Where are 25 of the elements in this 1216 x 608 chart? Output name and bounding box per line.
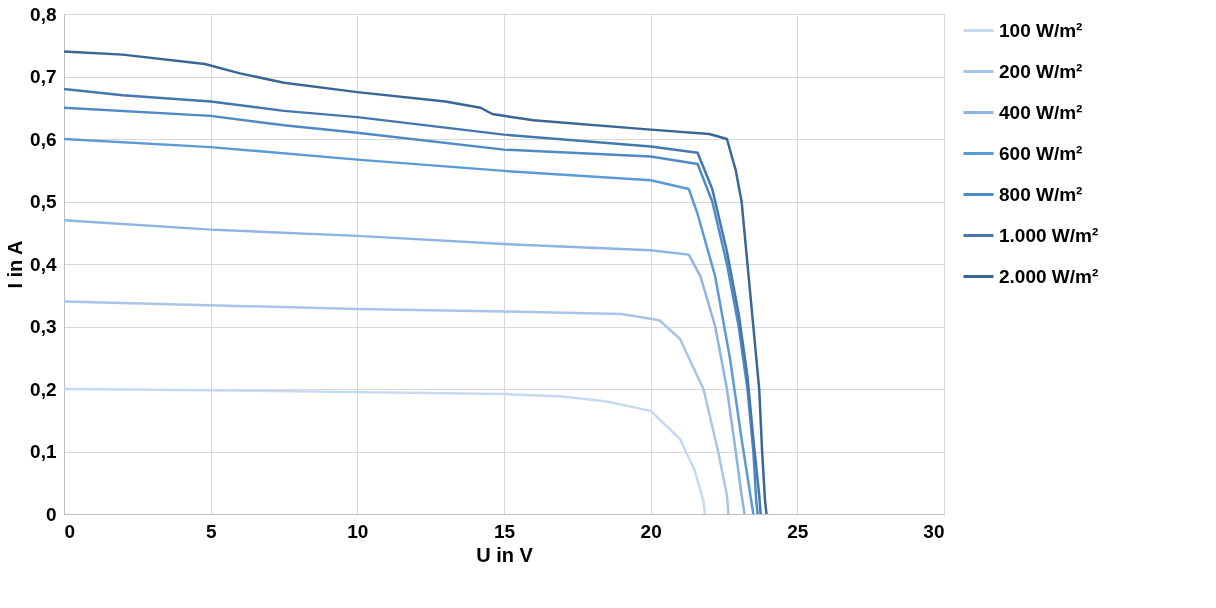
y-axis-title: I in A: [4, 240, 27, 289]
y-tick-label: 0,4: [30, 253, 57, 275]
legend-label: 600 W/m²: [999, 142, 1083, 164]
y-tick-label: 0,3: [30, 316, 57, 337]
legend-label: 100 W/m²: [999, 19, 1083, 41]
legend-label: 800 W/m²: [999, 183, 1083, 205]
legend-label: 400 W/m²: [999, 101, 1083, 123]
x-tick-label: 15: [493, 520, 516, 542]
x-tick-label: 20: [640, 520, 662, 542]
legend-label: 200 W/m²: [999, 60, 1083, 82]
y-tick-label: 0,5: [30, 191, 57, 212]
y-tick-label: 0,1: [30, 441, 57, 462]
x-tick-label: 0: [64, 520, 76, 542]
legend-label: 2.000 W/m²: [999, 265, 1099, 287]
y-tick-label: 0: [45, 503, 57, 525]
x-axis-title: U in V: [476, 543, 534, 566]
y-tick-label: 0,8: [30, 3, 57, 25]
x-tick-label: 10: [347, 520, 369, 542]
x-tick-label: 5: [205, 520, 217, 542]
x-tick-label: 25: [787, 520, 809, 542]
legend-label: 1.000 W/m²: [999, 224, 1099, 246]
y-tick-label: 0,2: [30, 378, 57, 400]
y-tick-label: 0,7: [30, 66, 57, 87]
x-tick-label: 30: [923, 520, 945, 542]
y-tick-label: 0,6: [30, 128, 57, 150]
